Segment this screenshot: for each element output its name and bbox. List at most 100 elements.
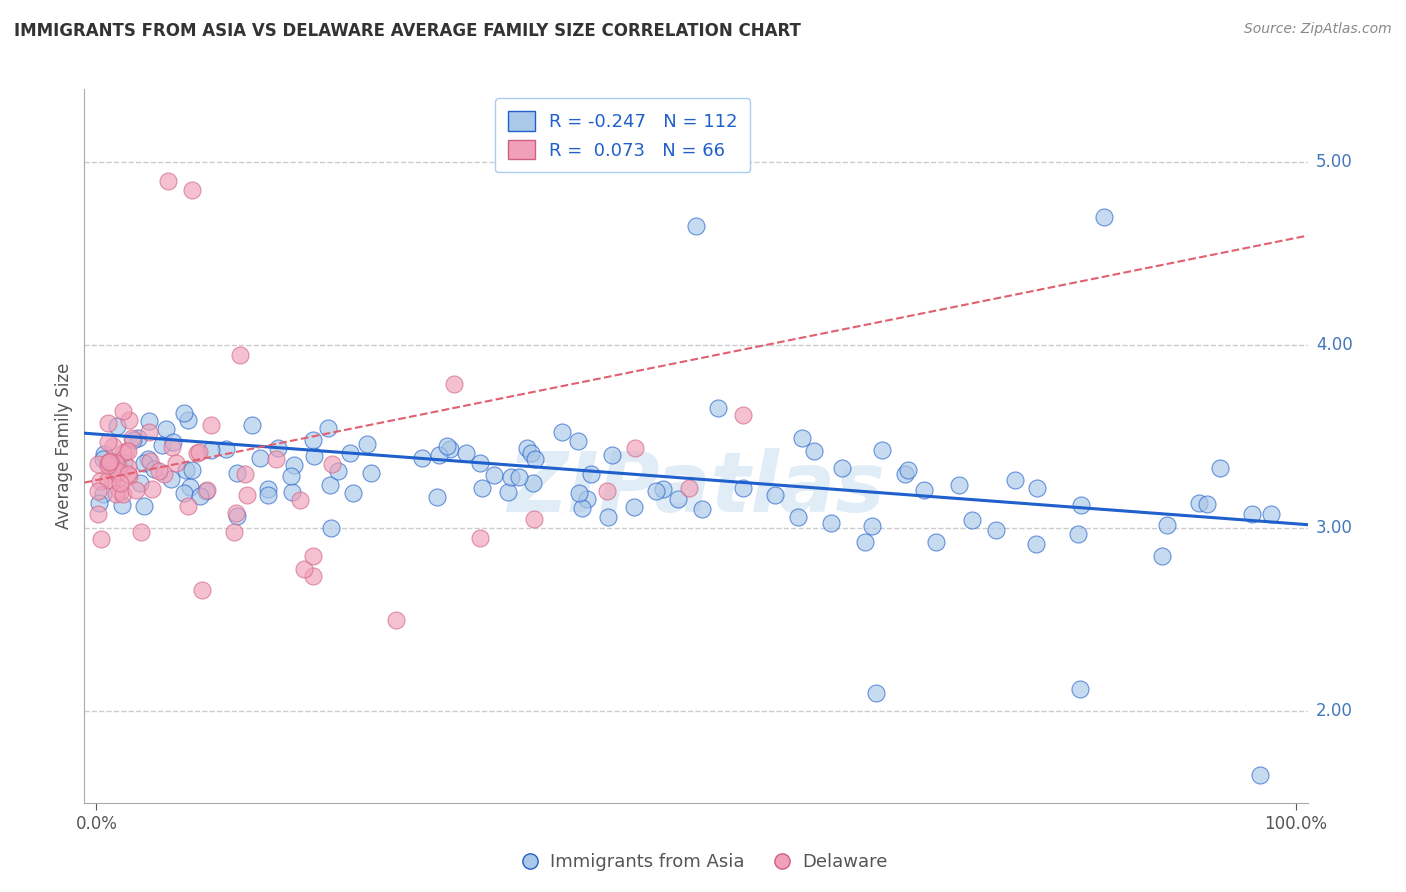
Point bbox=[200, 442, 222, 457]
Point bbox=[1025, 536, 1047, 550]
Point bbox=[200, 418, 222, 433]
Point bbox=[304, 449, 326, 463]
Point bbox=[439, 442, 461, 457]
Point bbox=[150, 438, 173, 452]
Point bbox=[194, 484, 217, 499]
Point bbox=[165, 456, 187, 470]
Point bbox=[912, 483, 935, 497]
Point bbox=[482, 468, 505, 483]
Point bbox=[1240, 507, 1263, 521]
Point bbox=[86, 457, 108, 471]
Point bbox=[893, 467, 915, 481]
Text: 3.00: 3.00 bbox=[1316, 519, 1353, 537]
Point bbox=[256, 482, 278, 496]
Text: IMMIGRANTS FROM ASIA VS DELAWARE AVERAGE FAMILY SIZE CORRELATION CHART: IMMIGRANTS FROM ASIA VS DELAWARE AVERAGE… bbox=[14, 22, 801, 40]
Point bbox=[454, 446, 477, 460]
Point bbox=[101, 439, 124, 453]
Point bbox=[600, 448, 623, 462]
Legend: Immigrants from Asia, Delaware: Immigrants from Asia, Delaware bbox=[512, 847, 894, 879]
Point bbox=[508, 470, 530, 484]
Point bbox=[803, 444, 825, 458]
Point bbox=[870, 442, 893, 457]
Point bbox=[763, 487, 786, 501]
Point bbox=[960, 513, 983, 527]
Point bbox=[523, 452, 546, 467]
Point bbox=[89, 474, 111, 488]
Point bbox=[97, 416, 120, 430]
Point bbox=[321, 521, 343, 535]
Point bbox=[138, 425, 160, 440]
Point bbox=[188, 489, 211, 503]
Point bbox=[160, 473, 183, 487]
Point bbox=[112, 456, 135, 470]
Point bbox=[117, 413, 139, 427]
Point bbox=[240, 417, 263, 432]
Point bbox=[222, 524, 245, 539]
Point bbox=[139, 454, 162, 468]
Point bbox=[685, 219, 707, 234]
Point bbox=[427, 448, 450, 462]
Point bbox=[499, 469, 522, 483]
Point bbox=[187, 445, 209, 459]
Point bbox=[925, 535, 948, 549]
Point bbox=[181, 463, 204, 477]
Point bbox=[91, 451, 114, 466]
Point bbox=[598, 510, 620, 524]
Point bbox=[105, 466, 128, 480]
Point bbox=[87, 496, 110, 510]
Point bbox=[111, 498, 134, 512]
Point bbox=[107, 464, 129, 478]
Point bbox=[264, 451, 287, 466]
Point bbox=[356, 436, 378, 450]
Point bbox=[98, 454, 121, 468]
Point bbox=[522, 475, 544, 490]
Point bbox=[820, 516, 842, 531]
Point bbox=[195, 483, 218, 498]
Point bbox=[865, 686, 887, 700]
Point bbox=[302, 433, 325, 447]
Point bbox=[108, 476, 131, 491]
Point bbox=[471, 481, 494, 495]
Point bbox=[595, 483, 617, 498]
Point bbox=[141, 482, 163, 496]
Point bbox=[1070, 498, 1092, 512]
Point bbox=[191, 582, 214, 597]
Point bbox=[581, 467, 603, 482]
Point bbox=[215, 442, 238, 457]
Point bbox=[97, 458, 120, 472]
Point bbox=[93, 447, 115, 461]
Point bbox=[91, 487, 114, 501]
Point bbox=[148, 464, 170, 478]
Point bbox=[229, 347, 252, 361]
Point bbox=[124, 483, 146, 497]
Point bbox=[134, 500, 156, 514]
Point bbox=[321, 457, 343, 471]
Text: Source: ZipAtlas.com: Source: ZipAtlas.com bbox=[1244, 22, 1392, 37]
Point bbox=[283, 458, 305, 473]
Point bbox=[89, 532, 111, 546]
Point bbox=[678, 481, 700, 495]
Point bbox=[112, 445, 135, 459]
Point bbox=[1260, 507, 1282, 521]
Point bbox=[134, 457, 156, 471]
Point bbox=[111, 404, 134, 418]
Point bbox=[897, 463, 920, 477]
Point bbox=[177, 500, 200, 514]
Point bbox=[302, 549, 325, 564]
Point bbox=[1249, 768, 1271, 782]
Point bbox=[288, 492, 311, 507]
Point bbox=[567, 434, 589, 448]
Text: 2.00: 2.00 bbox=[1316, 702, 1353, 721]
Point bbox=[225, 467, 247, 481]
Point bbox=[319, 477, 342, 491]
Point bbox=[233, 467, 256, 482]
Point bbox=[280, 469, 302, 483]
Point bbox=[1152, 549, 1174, 563]
Point bbox=[256, 488, 278, 502]
Legend: R = -0.247   N = 112, R =  0.073   N = 66: R = -0.247 N = 112, R = 0.073 N = 66 bbox=[495, 98, 751, 172]
Point bbox=[551, 425, 574, 439]
Point bbox=[986, 523, 1008, 537]
Point bbox=[105, 487, 128, 501]
Point bbox=[468, 531, 491, 545]
Point bbox=[179, 480, 201, 494]
